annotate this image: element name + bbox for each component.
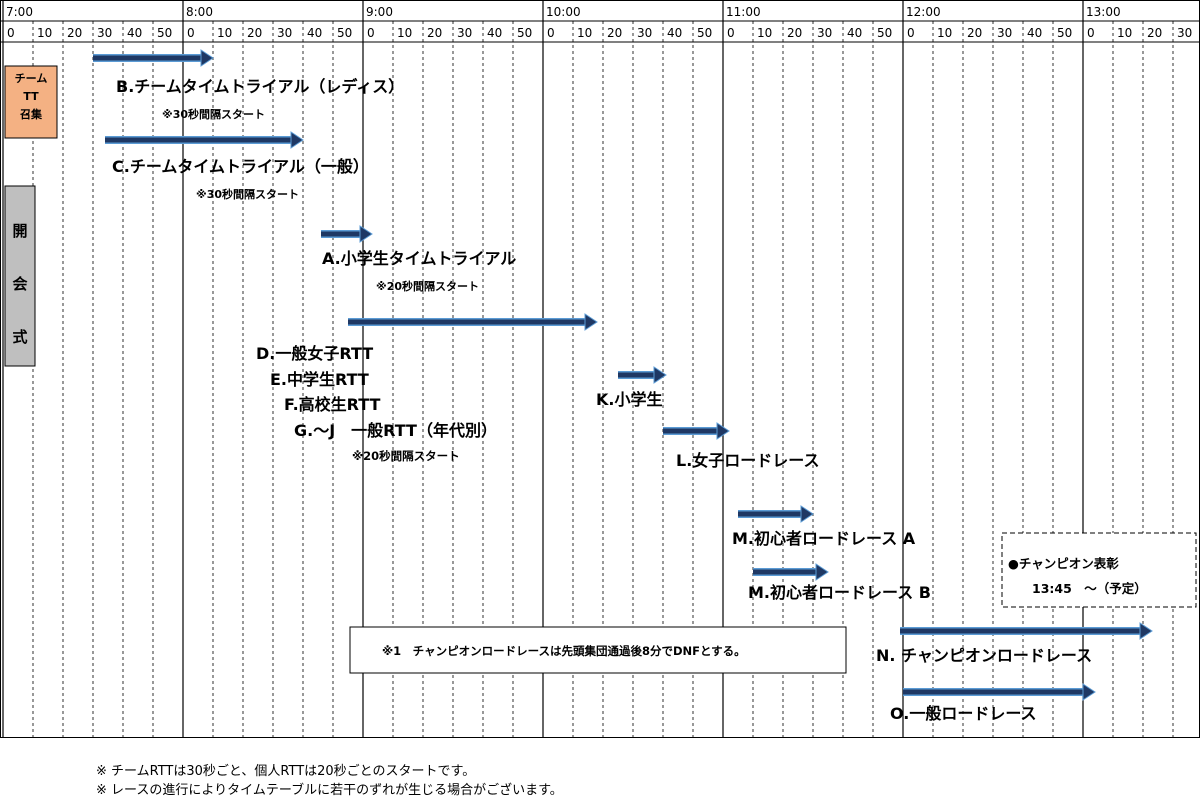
event-label-m-a: M.初心者ロードレース A: [732, 529, 916, 548]
minute-tick-label: 20: [67, 26, 82, 40]
event-note-a: ※20秒間隔スタート: [376, 279, 479, 293]
event-arrowhead-o: [1082, 683, 1096, 701]
event-arrowhead-n: [1139, 622, 1153, 640]
opening-ceremony-box: 開 会 式: [4, 185, 36, 367]
event-note-d-j: ※20秒間隔スタート: [352, 449, 460, 463]
event-label-c: C.チームタイムトライアル（一般）: [112, 157, 369, 176]
minute-tick-label: 0: [7, 26, 15, 40]
event-labels: B.チームタイムトライアル（レディス） ※30秒間隔スタート C.チームタイムト…: [112, 77, 1092, 723]
event-label-l: L.女子ロードレース: [676, 451, 819, 470]
event-arrowhead-c: [290, 131, 304, 149]
event-label-e: E.中学生RTT: [270, 370, 369, 389]
hour-tick-label: 12:00: [906, 5, 941, 19]
minute-tick-label: 50: [517, 26, 532, 40]
event-label-o: O.一般ロードレース: [890, 704, 1037, 723]
minute-tick-label: 0: [187, 26, 195, 40]
event-arrowhead-m-b: [815, 563, 829, 581]
event-note-c: ※30秒間隔スタート: [196, 187, 299, 201]
minute-tick-label: 10: [757, 26, 772, 40]
event-label-k: K.小学生: [596, 390, 662, 409]
hour-tick-label: 11:00: [726, 5, 761, 19]
time-header: 0 7:00 10 20 30 40 50 0 8:00 10 20 30 40 50 0 9:00 10 20 3…: [6, 5, 1192, 40]
minute-tick-label: 30: [637, 26, 652, 40]
minute-tick-label: 10: [937, 26, 952, 40]
opening-char-1: 開: [12, 222, 27, 240]
hour-tick-label: 8:00: [186, 5, 213, 19]
minute-tick-label: 40: [127, 26, 142, 40]
footnote-1: ※ チームRTTは30秒ごと、個人RTTは20秒ごとのスタートです。: [96, 764, 476, 779]
event-arrowhead-a: [359, 225, 373, 243]
event-label-f: F.高校生RTT: [284, 395, 381, 414]
minute-tick-label: 30: [817, 26, 832, 40]
event-label-a: A.小学生タイムトライアル: [322, 249, 516, 268]
minute-tick-label: 30: [1177, 26, 1192, 40]
event-arrowhead-b: [200, 49, 214, 67]
minute-tick-label: 50: [697, 26, 712, 40]
minute-tick-label: 50: [1057, 26, 1072, 40]
footnote-2: ※ レースの進行によりタイムテーブルに若干のずれが生じる場合がございます。: [96, 783, 563, 798]
dnf-note-box: ※1 チャンピオンロードレースは先頭集団通過後8分でDNFとする。: [349, 626, 847, 674]
minute-tick-label: 20: [247, 26, 262, 40]
tt-call-line-3: 召集: [20, 107, 43, 121]
event-label-g-j: G.～J 一般RTT（年代別）: [294, 421, 497, 440]
minute-tick-label: 20: [787, 26, 802, 40]
minute-tick-label: 20: [1147, 26, 1162, 40]
event-arrows: [93, 49, 1153, 701]
minute-tick-label: 20: [427, 26, 442, 40]
hour-tick-label: 10:00: [546, 5, 581, 19]
event-arrowhead-dg: [584, 313, 598, 331]
tt-call-box: チーム TT 召集: [4, 65, 58, 139]
event-label-b: B.チームタイムトライアル（レディス）: [116, 77, 404, 96]
minute-tick-label: 0: [727, 26, 735, 40]
tt-call-line-1: チーム: [15, 72, 48, 85]
opening-char-3: 式: [12, 328, 27, 346]
minute-tick-label: 10: [577, 26, 592, 40]
ceremony-box: ●チャンピオン表彰 13:45 ～（予定）: [1001, 532, 1197, 608]
minute-tick-label: 30: [457, 26, 472, 40]
hour-tick-label: 13:00: [1086, 5, 1121, 19]
tt-call-line-2: TT: [23, 90, 39, 103]
dnf-note-text: ※1 チャンピオンロードレースは先頭集団通過後8分でDNFとする。: [382, 644, 746, 658]
grid: [0, 0, 1200, 738]
event-arrowhead-m-a: [800, 505, 814, 523]
minute-tick-label: 40: [847, 26, 862, 40]
event-label-d: D.一般女子RTT: [256, 344, 373, 363]
hour-tick-label: 7:00: [6, 5, 33, 19]
minute-tick-label: 10: [397, 26, 412, 40]
minute-tick-label: 20: [607, 26, 622, 40]
minute-tick-label: 10: [37, 26, 52, 40]
minute-tick-label: 20: [967, 26, 982, 40]
event-arrowhead-k: [653, 366, 667, 384]
event-arrowhead-l: [716, 422, 730, 440]
minute-tick-label: 10: [1117, 26, 1132, 40]
ceremony-title: ●チャンピオン表彰: [1008, 556, 1119, 571]
opening-char-2: 会: [12, 275, 27, 293]
minute-tick-label: 0: [907, 26, 915, 40]
minute-tick-label: 50: [337, 26, 352, 40]
minute-tick-label: 30: [997, 26, 1012, 40]
minute-tick-label: 0: [547, 26, 555, 40]
minute-tick-label: 30: [277, 26, 292, 40]
event-label-m-b: M.初心者ロードレース B: [748, 583, 931, 602]
event-note-b: ※30秒間隔スタート: [162, 107, 265, 121]
hour-tick-label: 9:00: [366, 5, 393, 19]
minute-tick-label: 0: [367, 26, 375, 40]
minute-tick-label: 40: [487, 26, 502, 40]
minute-tick-label: 0: [1087, 26, 1095, 40]
ceremony-time: 13:45 ～（予定）: [1032, 581, 1147, 596]
minute-tick-label: 50: [157, 26, 172, 40]
minute-tick-label: 40: [667, 26, 682, 40]
minute-tick-label: 10: [217, 26, 232, 40]
minute-tick-label: 50: [877, 26, 892, 40]
minute-tick-label: 40: [307, 26, 322, 40]
minute-tick-label: 40: [1027, 26, 1042, 40]
minute-tick-label: 30: [97, 26, 112, 40]
event-label-n: N. チャンピオンロードレース: [876, 646, 1092, 665]
